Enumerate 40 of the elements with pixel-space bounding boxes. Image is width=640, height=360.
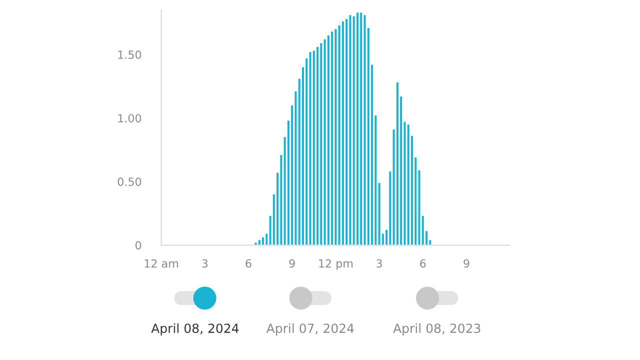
bar xyxy=(360,12,362,246)
text: April 08, 2023 xyxy=(393,323,480,336)
x-tick-label: 3 xyxy=(376,259,382,268)
bar xyxy=(262,238,264,246)
bar xyxy=(378,182,380,246)
bar xyxy=(349,15,352,246)
x-tick-label: 6 xyxy=(246,259,252,268)
x-tick-label: 3 xyxy=(202,259,208,268)
bar xyxy=(327,35,330,246)
y-tick-label: 0.50 xyxy=(118,178,142,186)
y-tick-label: 1.50 xyxy=(118,50,142,59)
bar xyxy=(331,32,334,246)
y-tick-label: 0 xyxy=(136,241,142,250)
bar xyxy=(320,43,322,246)
bar xyxy=(334,29,337,246)
bar xyxy=(254,242,257,246)
y-tick-label: 1.00 xyxy=(118,114,142,122)
x-tick-label: 12 am xyxy=(144,259,178,268)
bar xyxy=(280,154,282,246)
bar xyxy=(356,12,358,246)
x-tick-label: 9 xyxy=(289,259,295,268)
bar xyxy=(352,16,355,246)
bar xyxy=(316,46,319,246)
bar xyxy=(364,15,366,246)
bar xyxy=(309,52,312,246)
bar xyxy=(407,124,410,246)
bar xyxy=(338,25,340,246)
text: April 07, 2024 xyxy=(266,323,354,336)
x-tick-label: 6 xyxy=(420,259,426,268)
bar xyxy=(396,82,398,246)
bar xyxy=(294,91,297,246)
x-tick-label: 9 xyxy=(464,259,470,268)
bar xyxy=(324,39,326,246)
x-tick-label: 12 pm xyxy=(319,259,353,270)
bar xyxy=(266,234,268,246)
bar xyxy=(346,18,348,246)
bar xyxy=(389,171,392,246)
text: April 08, 2024 xyxy=(151,323,239,336)
bar xyxy=(342,22,344,246)
bar xyxy=(312,50,315,246)
